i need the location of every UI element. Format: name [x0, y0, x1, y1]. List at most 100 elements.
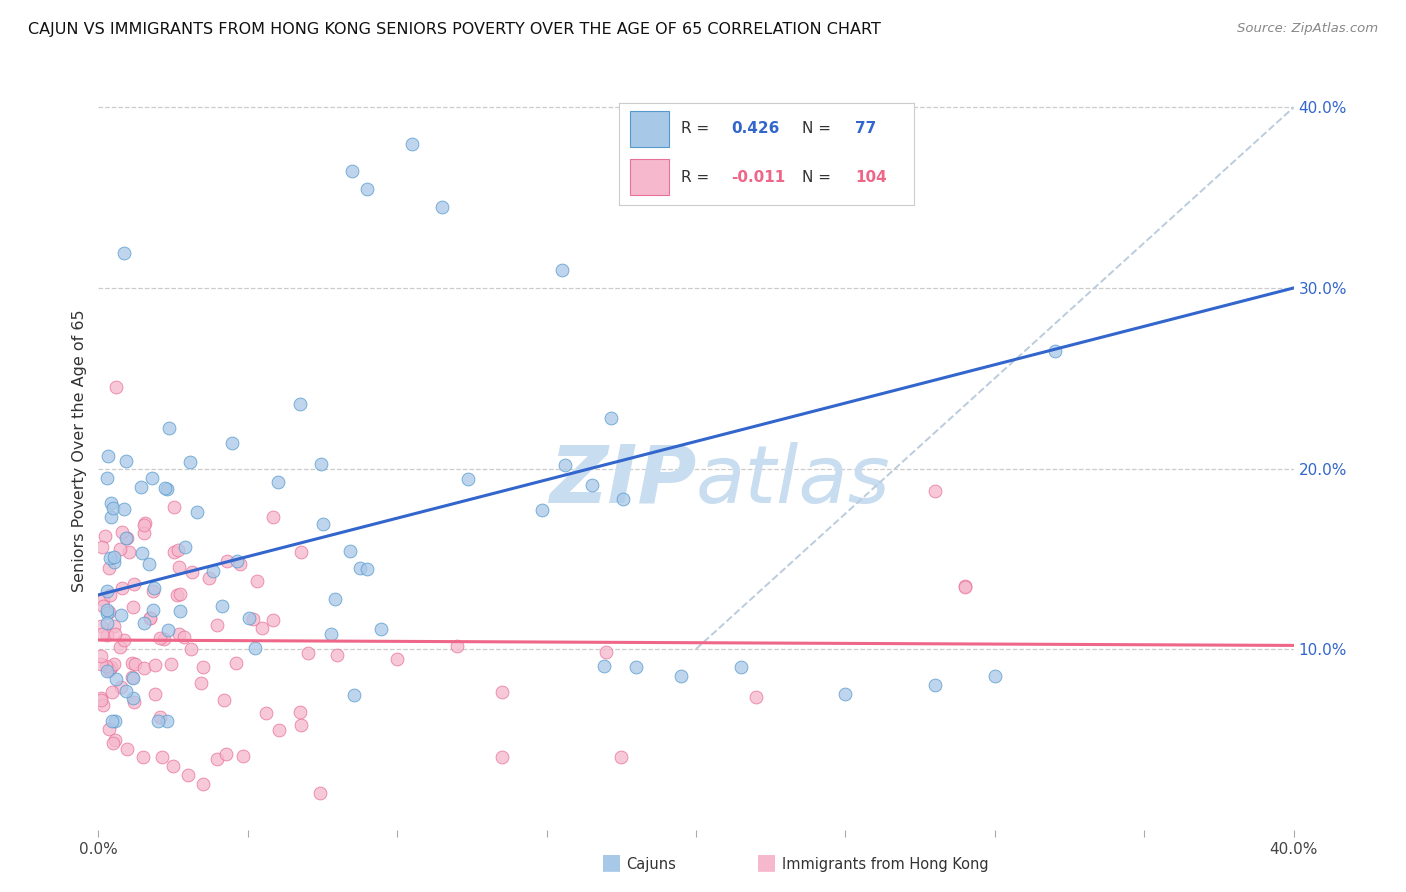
Point — [103, 501, 125, 516]
Point — [91, 599, 114, 614]
Point — [343, 689, 366, 703]
Point — [149, 710, 172, 724]
Point — [143, 687, 166, 701]
Point — [290, 706, 312, 720]
Point — [169, 603, 191, 617]
Point — [103, 555, 125, 569]
Point — [243, 641, 266, 656]
Point — [581, 477, 603, 491]
Point — [108, 541, 131, 556]
Point — [225, 656, 247, 670]
Point — [111, 525, 134, 540]
Text: 104: 104 — [855, 170, 887, 185]
Point — [97, 663, 120, 677]
Point — [162, 545, 184, 559]
Point — [312, 516, 335, 531]
Text: -0.011: -0.011 — [731, 170, 785, 185]
Text: Cajuns: Cajuns — [626, 857, 675, 872]
Point — [152, 749, 174, 764]
Point — [96, 470, 118, 484]
Point — [108, 640, 131, 655]
Point — [221, 436, 243, 450]
Point — [254, 706, 277, 720]
Point — [610, 750, 633, 764]
Point — [924, 484, 946, 499]
Point — [339, 544, 361, 558]
Point — [124, 695, 146, 709]
Point — [491, 685, 513, 699]
Point — [155, 481, 177, 495]
Point — [262, 510, 284, 524]
Point — [100, 509, 122, 524]
Point — [97, 449, 120, 463]
Point — [122, 691, 145, 706]
Point — [103, 657, 125, 671]
Point — [100, 659, 122, 673]
Point — [141, 470, 163, 484]
Point — [550, 263, 572, 277]
Point — [143, 657, 166, 672]
Point — [191, 777, 214, 791]
Point — [98, 605, 121, 619]
Point — [162, 759, 184, 773]
Point — [212, 693, 235, 707]
Point — [491, 750, 513, 764]
Point — [730, 660, 752, 674]
Point — [112, 246, 135, 260]
Point — [190, 676, 212, 690]
Point — [143, 581, 166, 595]
Point — [600, 411, 623, 425]
Point — [104, 733, 127, 747]
Point — [205, 752, 228, 766]
Point — [132, 615, 155, 630]
Point — [101, 685, 124, 699]
Point — [98, 589, 121, 603]
Point — [592, 659, 614, 673]
Point — [114, 531, 136, 545]
Point — [104, 714, 127, 729]
Bar — [630, 159, 669, 194]
Point — [211, 599, 233, 613]
Text: CAJUN VS IMMIGRANTS FROM HONG KONG SENIORS POVERTY OVER THE AGE OF 65 CORRELATIO: CAJUN VS IMMIGRANTS FROM HONG KONG SENIO… — [28, 22, 882, 37]
Point — [103, 619, 125, 633]
Y-axis label: Seniors Poverty Over the Age of 65: Seniors Poverty Over the Age of 65 — [72, 310, 87, 591]
Point — [342, 163, 364, 178]
Point — [953, 580, 976, 594]
Point — [112, 502, 135, 516]
Point — [446, 639, 468, 653]
Point — [96, 603, 118, 617]
Point — [149, 631, 172, 645]
Point — [103, 736, 125, 750]
Text: Source: ZipAtlas.com: Source: ZipAtlas.com — [1237, 22, 1378, 36]
Point — [326, 648, 349, 663]
Point — [214, 747, 236, 762]
Text: R =: R = — [681, 170, 714, 185]
Point — [238, 611, 260, 625]
Point — [290, 544, 312, 558]
Point — [96, 664, 118, 678]
Point — [134, 661, 156, 675]
Point — [1043, 344, 1066, 359]
Point — [132, 750, 155, 764]
Point — [554, 458, 576, 472]
Point — [96, 583, 118, 598]
Point — [225, 554, 247, 568]
Point — [104, 627, 127, 641]
Point — [356, 182, 378, 196]
Point — [132, 517, 155, 532]
Point — [401, 136, 423, 151]
Point — [385, 652, 409, 666]
Point — [186, 505, 208, 519]
Point — [142, 603, 165, 617]
Point — [595, 645, 617, 659]
Point — [457, 472, 479, 486]
Point — [984, 669, 1007, 683]
Point — [121, 671, 143, 685]
Point — [309, 787, 332, 801]
Point — [215, 554, 238, 568]
Point — [290, 718, 312, 732]
Point — [202, 565, 225, 579]
Point — [139, 611, 162, 625]
Bar — [630, 111, 669, 146]
Point — [122, 577, 145, 591]
